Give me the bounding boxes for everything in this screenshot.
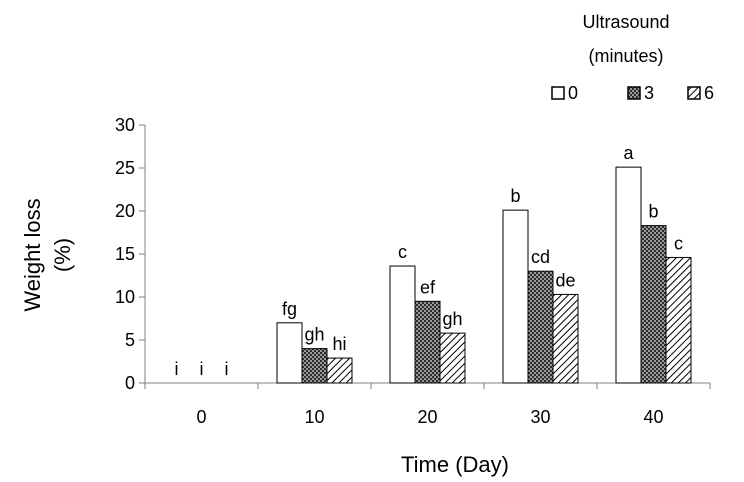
y-tick-label: 0: [125, 373, 135, 393]
y-tick-label: 20: [115, 201, 135, 221]
bar: [552, 293, 579, 384]
legend: Ultrasound (minutes) 0 3 6: [551, 12, 714, 103]
significance-letter: cd: [531, 247, 550, 267]
significance-letter: hi: [332, 334, 346, 354]
bar: [326, 357, 353, 384]
axes-group: 0 5 10 15 20 25 30 0 10 20 30 40: [115, 115, 711, 427]
x-tick-label: 20: [417, 407, 437, 427]
significance-letter: de: [555, 270, 575, 290]
legend-label: 0: [568, 83, 578, 103]
x-tick-label: 0: [196, 407, 206, 427]
y-tick-label: 5: [125, 330, 135, 350]
bar: [527, 270, 554, 384]
legend-title-line1: Ultrasound: [582, 12, 669, 32]
legend-title-line2: (minutes): [588, 46, 663, 66]
significance-letter: fg: [282, 299, 297, 319]
legend-swatch: [627, 86, 641, 100]
significance-letter: gh: [442, 309, 462, 329]
significance-letter: b: [648, 202, 658, 222]
bars-group: [276, 166, 692, 384]
legend-swatch: [551, 86, 565, 100]
bar: [502, 209, 529, 384]
significance-letter: c: [398, 242, 407, 262]
y-axis-title-line2: (%): [50, 238, 75, 272]
significance-letter: a: [623, 143, 634, 163]
bar: [414, 300, 441, 384]
y-axis-title-line1: Weight loss: [20, 198, 45, 311]
x-tick-label: 40: [643, 407, 663, 427]
legend-swatch: [687, 86, 701, 100]
bar: [615, 166, 642, 384]
bar: [276, 322, 303, 384]
legend-label: 6: [704, 83, 714, 103]
x-axis-title: Time (Day): [401, 452, 509, 477]
y-tick-label: 10: [115, 287, 135, 307]
significance-letter: i: [200, 359, 204, 379]
bar: [665, 256, 692, 384]
bar: [301, 348, 328, 384]
y-tick-label: 30: [115, 115, 135, 135]
significance-letter: gh: [304, 325, 324, 345]
x-tick-label: 10: [304, 407, 324, 427]
significance-letter: c: [674, 233, 683, 253]
significance-letter: b: [510, 186, 520, 206]
bar: [389, 265, 416, 384]
legend-label: 3: [644, 83, 654, 103]
significance-letter: i: [225, 359, 229, 379]
bar: [439, 332, 466, 384]
y-tick-label: 25: [115, 158, 135, 178]
y-tick-label: 15: [115, 244, 135, 264]
bar: [640, 225, 667, 384]
significance-letter: ef: [420, 277, 436, 297]
x-tick-label: 30: [530, 407, 550, 427]
significance-letter: i: [175, 359, 179, 379]
